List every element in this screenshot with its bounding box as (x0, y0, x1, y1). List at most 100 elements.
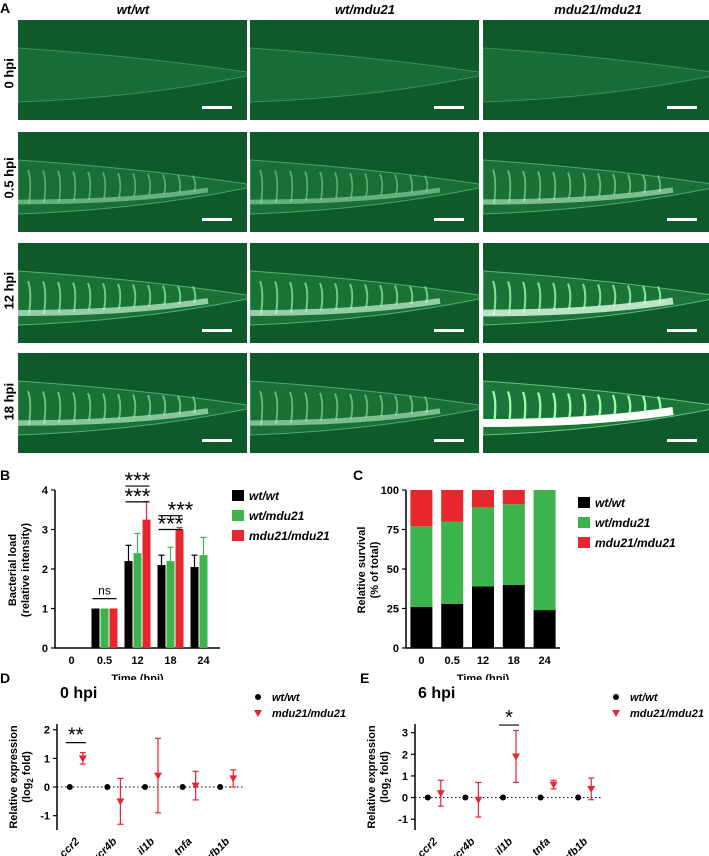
chart-expression-6hpi: 6 hpi -1 0 1 2 3 Relative expression (log2 fold… (366, 685, 704, 856)
point-mdu21 (549, 781, 558, 789)
y-tick-label: -1 (40, 811, 50, 823)
y-tick-label: 0 (42, 643, 48, 655)
scale-bar (202, 439, 232, 442)
y-tick-label: 75 (387, 525, 399, 537)
legend-marker-mdu21 (254, 710, 262, 717)
sig-label: ** (68, 725, 84, 747)
panel-letter-a: A (0, 0, 11, 16)
micrograph-1-1 (250, 132, 479, 232)
x-tick-label: 24 (538, 655, 551, 667)
x-tick-label: il1b (135, 835, 157, 856)
stacked-bar-segment (502, 490, 525, 505)
y-tick-label: 0 (402, 793, 408, 805)
micrograph-2-1 (250, 243, 479, 343)
legend-swatch (578, 537, 590, 548)
y-tick-label: -1 (398, 814, 408, 826)
micrograph-3-1 (250, 353, 479, 453)
y-tick-label: 2 (402, 749, 408, 761)
y-tick-label: 1 (44, 753, 50, 765)
micrograph-0-1 (250, 20, 479, 120)
legend-label: wt/wt (595, 496, 626, 510)
point-mdu21 (191, 782, 200, 790)
y-tick-label: 2 (42, 564, 48, 576)
bar (109, 608, 118, 648)
column-header-wt-mdu21: wt/mdu21 (335, 2, 395, 17)
chart-title: 6 hpi (418, 685, 455, 702)
row-label-0-5-hpi: 0.5 hpi (1, 157, 17, 199)
tail-fluorescence (18, 270, 247, 326)
point-wt (104, 784, 111, 791)
stacked-bar-segment (472, 490, 494, 508)
point-wt (575, 794, 582, 801)
scale-bar (202, 329, 232, 332)
x-tick-label: cxcr4b (86, 835, 120, 856)
panel-letter-d: D (0, 670, 11, 686)
x-tick-label: tnfa (530, 836, 553, 856)
row-label-18-hpi: 18 hpi (1, 382, 17, 421)
x-tick-label: ccr2 (415, 836, 439, 856)
scale-bar (434, 218, 464, 221)
legend-marker-mdu21 (612, 710, 620, 717)
x-tick-label: 12 (477, 655, 489, 667)
x-tick-label: 0.5 (445, 655, 460, 667)
x-tick-label: 0 (418, 655, 424, 667)
y-tick-label: 1 (42, 604, 48, 616)
y-tick-label: 100 (381, 485, 399, 497)
tail-fluorescence (483, 270, 709, 326)
tail-fluorescence (18, 380, 247, 436)
x-tick-label: 12 (131, 655, 143, 667)
y-tick-label: 50 (387, 564, 399, 576)
stacked-bar-segment (533, 490, 556, 611)
point-mdu21 (436, 790, 445, 798)
scale-bar (667, 106, 697, 109)
bar (199, 555, 208, 648)
legend-marker-wt (613, 694, 619, 700)
stacked-bar-segment (472, 586, 494, 648)
legend-label: mdu21/mdu21 (272, 708, 346, 720)
stacked-bar-segment (502, 504, 525, 585)
stacked-bar-segment (533, 610, 556, 648)
point-mdu21 (116, 798, 125, 806)
point-wt (142, 784, 148, 791)
stacked-bar-segment (441, 490, 464, 522)
sig-label: *** (125, 470, 151, 493)
legend-swatch (232, 490, 244, 501)
x-tick-label: cxcr4b (444, 835, 478, 856)
tail-fluorescence (18, 159, 247, 215)
legend-swatch (578, 497, 590, 508)
x-tick-label: 0.5 (97, 655, 112, 667)
point-wt (462, 794, 469, 801)
legend-label: mdu21/mdu21 (630, 708, 704, 720)
sig-label: * (505, 707, 513, 729)
x-axis-label: Time (hpi) (457, 673, 510, 680)
y-tick-label: 3 (402, 728, 408, 740)
legend-label: mdu21/mdu21 (595, 536, 676, 550)
panel-letter-e: E (360, 670, 370, 686)
x-tick-label: 0 (68, 655, 74, 667)
stacked-bar-segment (502, 584, 525, 648)
panel-letter-c: C (353, 467, 364, 483)
micrograph-2-0 (18, 243, 247, 343)
x-tick-label: 18 (164, 655, 176, 667)
stacked-bar-segment (441, 521, 464, 604)
chart-title: 0 hpi (60, 685, 97, 702)
point-mdu21 (474, 796, 483, 804)
bar (100, 608, 109, 648)
micrograph-2-2 (483, 243, 709, 343)
point-mdu21 (229, 775, 238, 783)
bar (175, 529, 184, 648)
tail-fluorescence (483, 159, 709, 215)
scale-bar (667, 218, 697, 221)
bar (124, 561, 133, 648)
x-tick-label: tnfa (172, 836, 195, 856)
y-axis-label: Relative expression (8, 725, 20, 829)
chart-relative-survival: 0 25 50 75 100 Relative survival (% of total) 0… (356, 485, 676, 680)
sig-label: *** (125, 484, 151, 509)
scale-bar (202, 218, 232, 221)
bar (91, 608, 100, 648)
scale-bar (667, 439, 697, 442)
legend-label: wt/mdu21 (249, 509, 305, 523)
micrograph-0-0 (18, 20, 247, 120)
stacked-bar-segment (410, 606, 433, 648)
chart-expression-0hpi: 0 hpi -1 0 1 2 Relative expression (log2 fold)… (8, 685, 346, 856)
